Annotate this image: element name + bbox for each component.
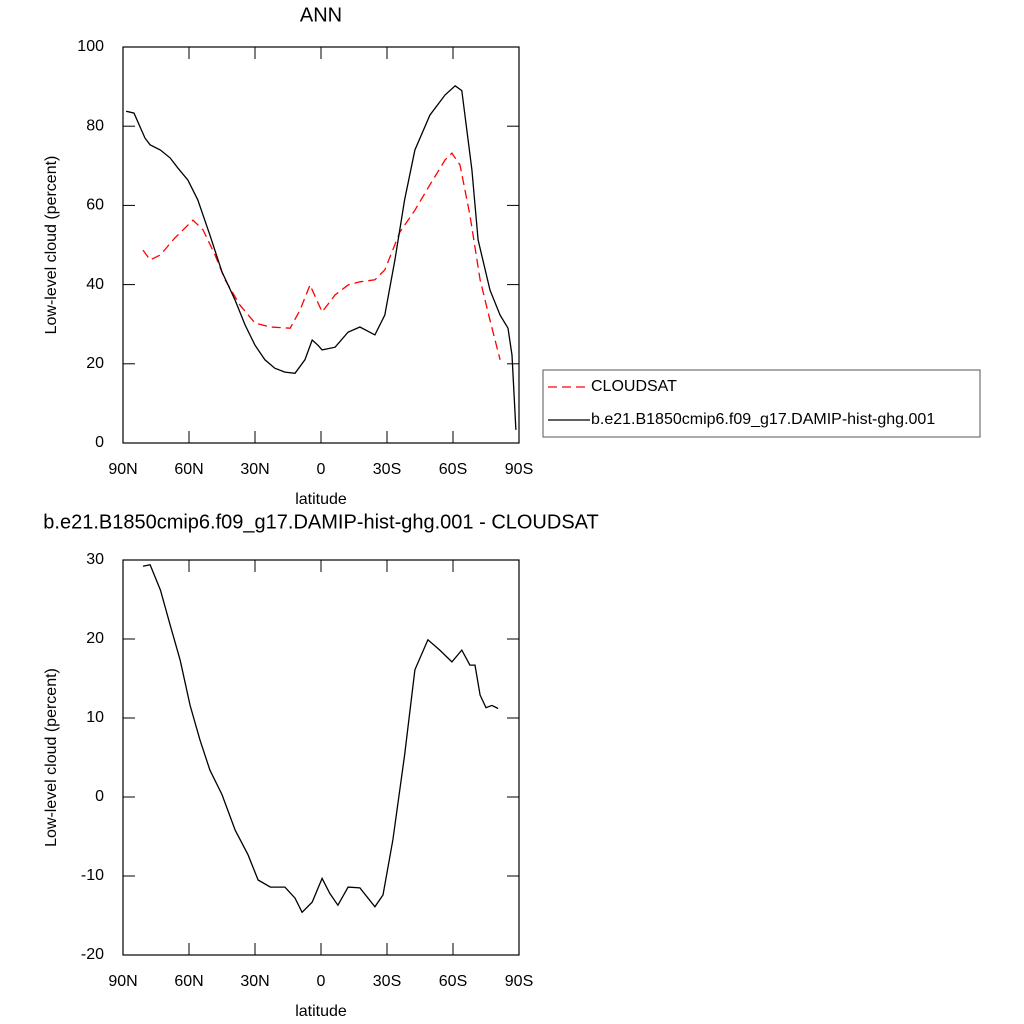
series-line — [125, 84, 517, 430]
plot-frame — [122, 46, 520, 444]
y-axis-label: Low-level cloud (percent) — [43, 156, 60, 335]
y-tick-label: 20 — [86, 630, 104, 647]
y-tick-label: 80 — [86, 117, 104, 134]
y-tick-label: 0 — [95, 434, 104, 451]
y-tick-label: 30 — [86, 551, 104, 568]
y-tick-label: 20 — [86, 355, 104, 372]
chart-title: b.e21.B1850cmip6.f09_g17.DAMIP-hist-ghg.… — [43, 511, 598, 533]
x-axis-label: latitude — [295, 491, 347, 508]
x-tick-label: 30N — [240, 973, 269, 990]
plot-frame — [122, 559, 520, 956]
y-tick-label: -20 — [81, 946, 104, 963]
y-tick-label: -10 — [81, 867, 104, 884]
series-line — [142, 563, 499, 914]
y-tick-label: 0 — [95, 788, 104, 805]
y-axis-label: Low-level cloud (percent) — [43, 668, 60, 847]
x-tick-label: 90N — [108, 973, 137, 990]
x-tick-label: 0 — [317, 461, 326, 478]
x-tick-label: 60N — [174, 973, 203, 990]
x-tick-label: 90S — [505, 461, 533, 478]
x-tick-label: 60S — [439, 973, 467, 990]
x-tick-label: 60N — [174, 461, 203, 478]
legend-label: CLOUDSAT — [591, 378, 677, 395]
legend-label: b.e21.B1850cmip6.f09_g17.DAMIP-hist-ghg.… — [591, 411, 935, 428]
y-tick-label: 60 — [86, 197, 104, 214]
y-tick-label: 40 — [86, 276, 104, 293]
x-tick-label: 60S — [439, 461, 467, 478]
chart-title: ANN — [300, 4, 342, 26]
x-tick-label: 30S — [373, 461, 401, 478]
y-tick-label: 10 — [86, 709, 104, 726]
x-tick-label: 90N — [108, 461, 137, 478]
series-line — [142, 152, 501, 360]
x-axis-label: latitude — [295, 1003, 347, 1020]
x-tick-label: 90S — [505, 973, 533, 990]
x-tick-label: 30S — [373, 973, 401, 990]
x-tick-label: 0 — [317, 973, 326, 990]
legend-box — [542, 369, 981, 438]
y-tick-label: 100 — [77, 38, 104, 55]
x-tick-label: 30N — [240, 461, 269, 478]
